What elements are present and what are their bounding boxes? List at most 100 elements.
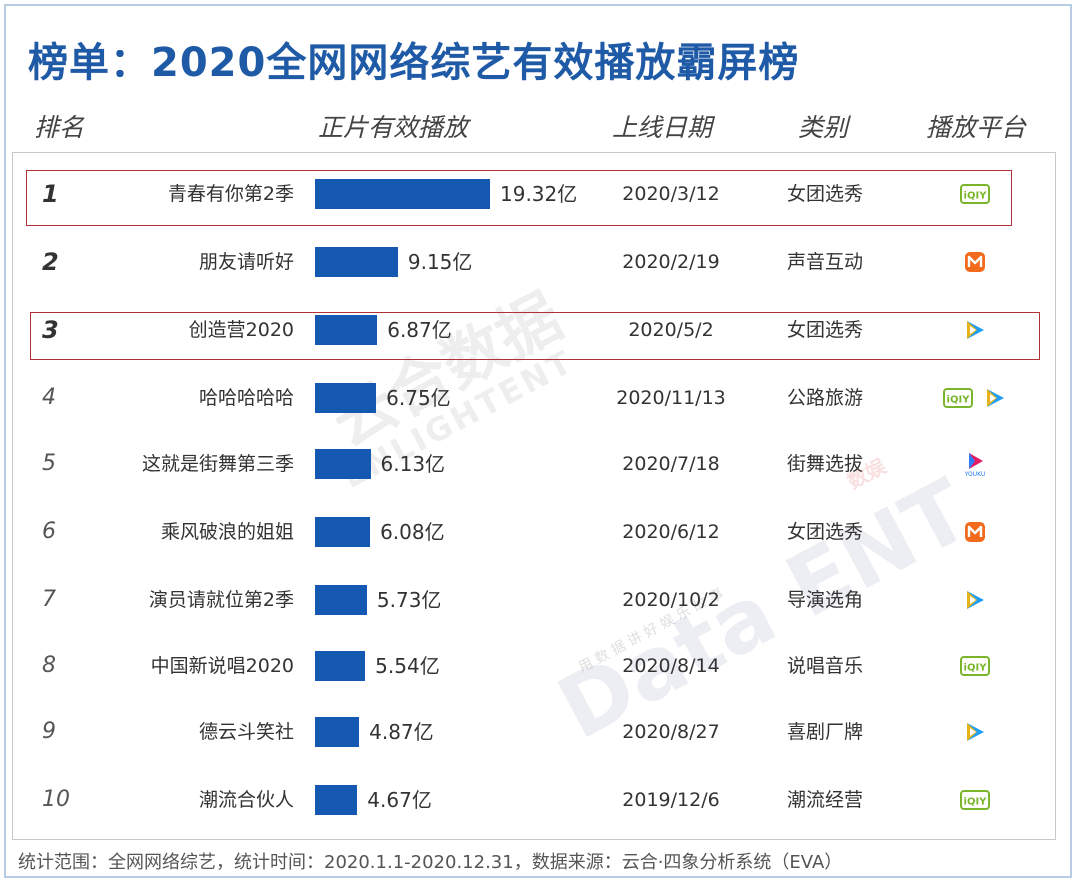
table-row: 9 德云斗笑社 4.87亿 2020/8/27 喜剧厂牌: [0, 702, 1080, 762]
iqiyi-icon: iQIY: [960, 656, 990, 676]
svg-text:iQIY: iQIY: [964, 191, 988, 202]
bar: [315, 315, 378, 345]
tencent-video-icon: [963, 588, 987, 612]
category: 街舞选拔: [786, 453, 863, 475]
show-name: 潮流合伙人: [198, 789, 294, 811]
launch-date: 2020/5/2: [628, 319, 714, 341]
show-name: 德云斗笑社: [198, 721, 294, 743]
category: 声音互动: [786, 251, 863, 273]
bar: [315, 247, 398, 277]
svg-text:YOUKU: YOUKU: [964, 471, 986, 478]
category: 导演选角: [786, 589, 863, 611]
show-name: 哈哈哈哈哈: [198, 387, 294, 409]
launch-date: 2020/8/14: [622, 655, 720, 677]
bar: [315, 449, 371, 479]
table-row: 4 哈哈哈哈哈 6.75亿 2020/11/13 公路旅游 iQIY: [0, 368, 1080, 428]
bar-value-label: 4.87亿: [369, 720, 434, 744]
category: 公路旅游: [786, 387, 863, 409]
platform-icons: [920, 570, 1030, 630]
bar: [315, 179, 490, 209]
highlight-box: [30, 312, 1040, 360]
platform-icons: [920, 502, 1030, 562]
platform-icons: iQIY: [920, 636, 1030, 696]
svg-text:iQIY: iQIY: [964, 797, 988, 808]
platform-icons: iQIY: [920, 368, 1030, 428]
category: 潮流经营: [786, 789, 863, 811]
platform-icons: YOUKU: [920, 434, 1030, 494]
bar: [315, 717, 360, 747]
header-plays: 正片有效播放: [318, 113, 469, 142]
table-row: 2 朋友请听好 9.15亿 2020/2/19 声音互动: [0, 232, 1080, 292]
tencent-video-icon: [983, 386, 1007, 410]
rank-number: 2: [42, 248, 59, 276]
iqiyi-icon: iQIY: [943, 388, 973, 408]
iqiyi-icon: iQIY: [960, 184, 990, 204]
bar: [315, 651, 366, 681]
tencent-video-icon: [963, 318, 987, 342]
bar-value-label: 6.08亿: [380, 520, 445, 544]
platform-icons: iQIY: [920, 164, 1030, 224]
bar-value-label: 5.73亿: [376, 588, 442, 612]
bar-value-label: 6.87亿: [387, 318, 452, 342]
launch-date: 2020/7/18: [622, 453, 720, 475]
launch-date: 2020/6/12: [622, 521, 720, 543]
tencent-video-icon: [963, 720, 987, 744]
launch-date: 2020/3/12: [622, 183, 720, 205]
platform-icons: [920, 232, 1030, 292]
header-date: 上线日期: [612, 113, 713, 142]
launch-date: 2020/8/27: [622, 721, 720, 743]
launch-date: 2020/10/2: [622, 589, 720, 611]
rank-number: 4: [42, 385, 56, 410]
table-row: 5 这就是街舞第三季 6.13亿 2020/7/18 街舞选拔 YOUKU: [0, 434, 1080, 494]
category: 女团选秀: [786, 183, 863, 205]
highlight-box: [26, 170, 1012, 226]
launch-date: 2019/12/6: [622, 789, 720, 811]
show-name: 这就是街舞第三季: [141, 453, 294, 475]
bar: [315, 517, 371, 547]
outer-frame: [4, 4, 1072, 878]
header-platform: 播放平台: [926, 113, 1027, 142]
header-category: 类别: [798, 113, 849, 142]
category: 女团选秀: [786, 521, 863, 543]
svg-text:iQIY: iQIY: [947, 395, 971, 406]
rank-number: 9: [42, 719, 56, 744]
show-name: 中国新说唱2020: [150, 655, 294, 677]
launch-date: 2020/11/13: [616, 387, 726, 409]
rank-number: 10: [42, 787, 70, 812]
bar-value-label: 19.32亿: [500, 182, 578, 206]
chart-title: 榜单：2020全网网络综艺有效播放霸屏榜: [28, 40, 800, 86]
platform-icons: iQIY: [920, 770, 1030, 830]
footer-note: 统计范围：全网网络综艺，统计时间：2020.1.1-2020.12.31，数据来…: [18, 852, 843, 873]
table-panel: [12, 152, 1056, 840]
svg-text:iQIY: iQIY: [964, 663, 988, 674]
rank-number: 6: [42, 519, 56, 544]
bar-value-label: 4.67亿: [367, 788, 432, 812]
rank-number: 7: [42, 587, 56, 612]
bar: [315, 785, 358, 815]
category: 女团选秀: [786, 319, 863, 341]
table-row: 8 中国新说唱2020 5.54亿 2020/8/14 说唱音乐 iQIY: [0, 636, 1080, 696]
rank-number: 8: [42, 653, 56, 678]
youku-icon: YOUKU: [961, 450, 989, 478]
header-rank: 排名: [34, 113, 85, 142]
show-name: 朋友请听好: [198, 251, 294, 273]
bar-value-label: 5.54亿: [375, 654, 440, 678]
platform-icons: [920, 702, 1030, 762]
show-name: 青春有你第2季: [167, 183, 294, 205]
mango-tv-icon: [963, 520, 987, 544]
bar: [315, 585, 367, 615]
bar-value-label: 6.13亿: [380, 452, 446, 476]
iqiyi-icon: iQIY: [960, 790, 990, 810]
show-name: 创造营2020: [188, 319, 294, 341]
mango-tv-icon: [963, 250, 987, 274]
table-row: 3 创造营2020 6.87亿 2020/5/2 女团选秀: [0, 300, 1080, 360]
table-row: 7 演员请就位第2季 5.73亿 2020/10/2 导演选角: [0, 570, 1080, 630]
show-name: 演员请就位第2季: [148, 589, 294, 611]
launch-date: 2020/2/19: [622, 251, 720, 273]
category: 喜剧厂牌: [786, 721, 863, 743]
platform-icons: [920, 300, 1030, 360]
rank-number: 3: [42, 316, 59, 344]
bar-value-label: 9.15亿: [407, 250, 473, 274]
category: 说唱音乐: [786, 655, 863, 677]
show-name: 乘风破浪的姐姐: [160, 521, 294, 543]
